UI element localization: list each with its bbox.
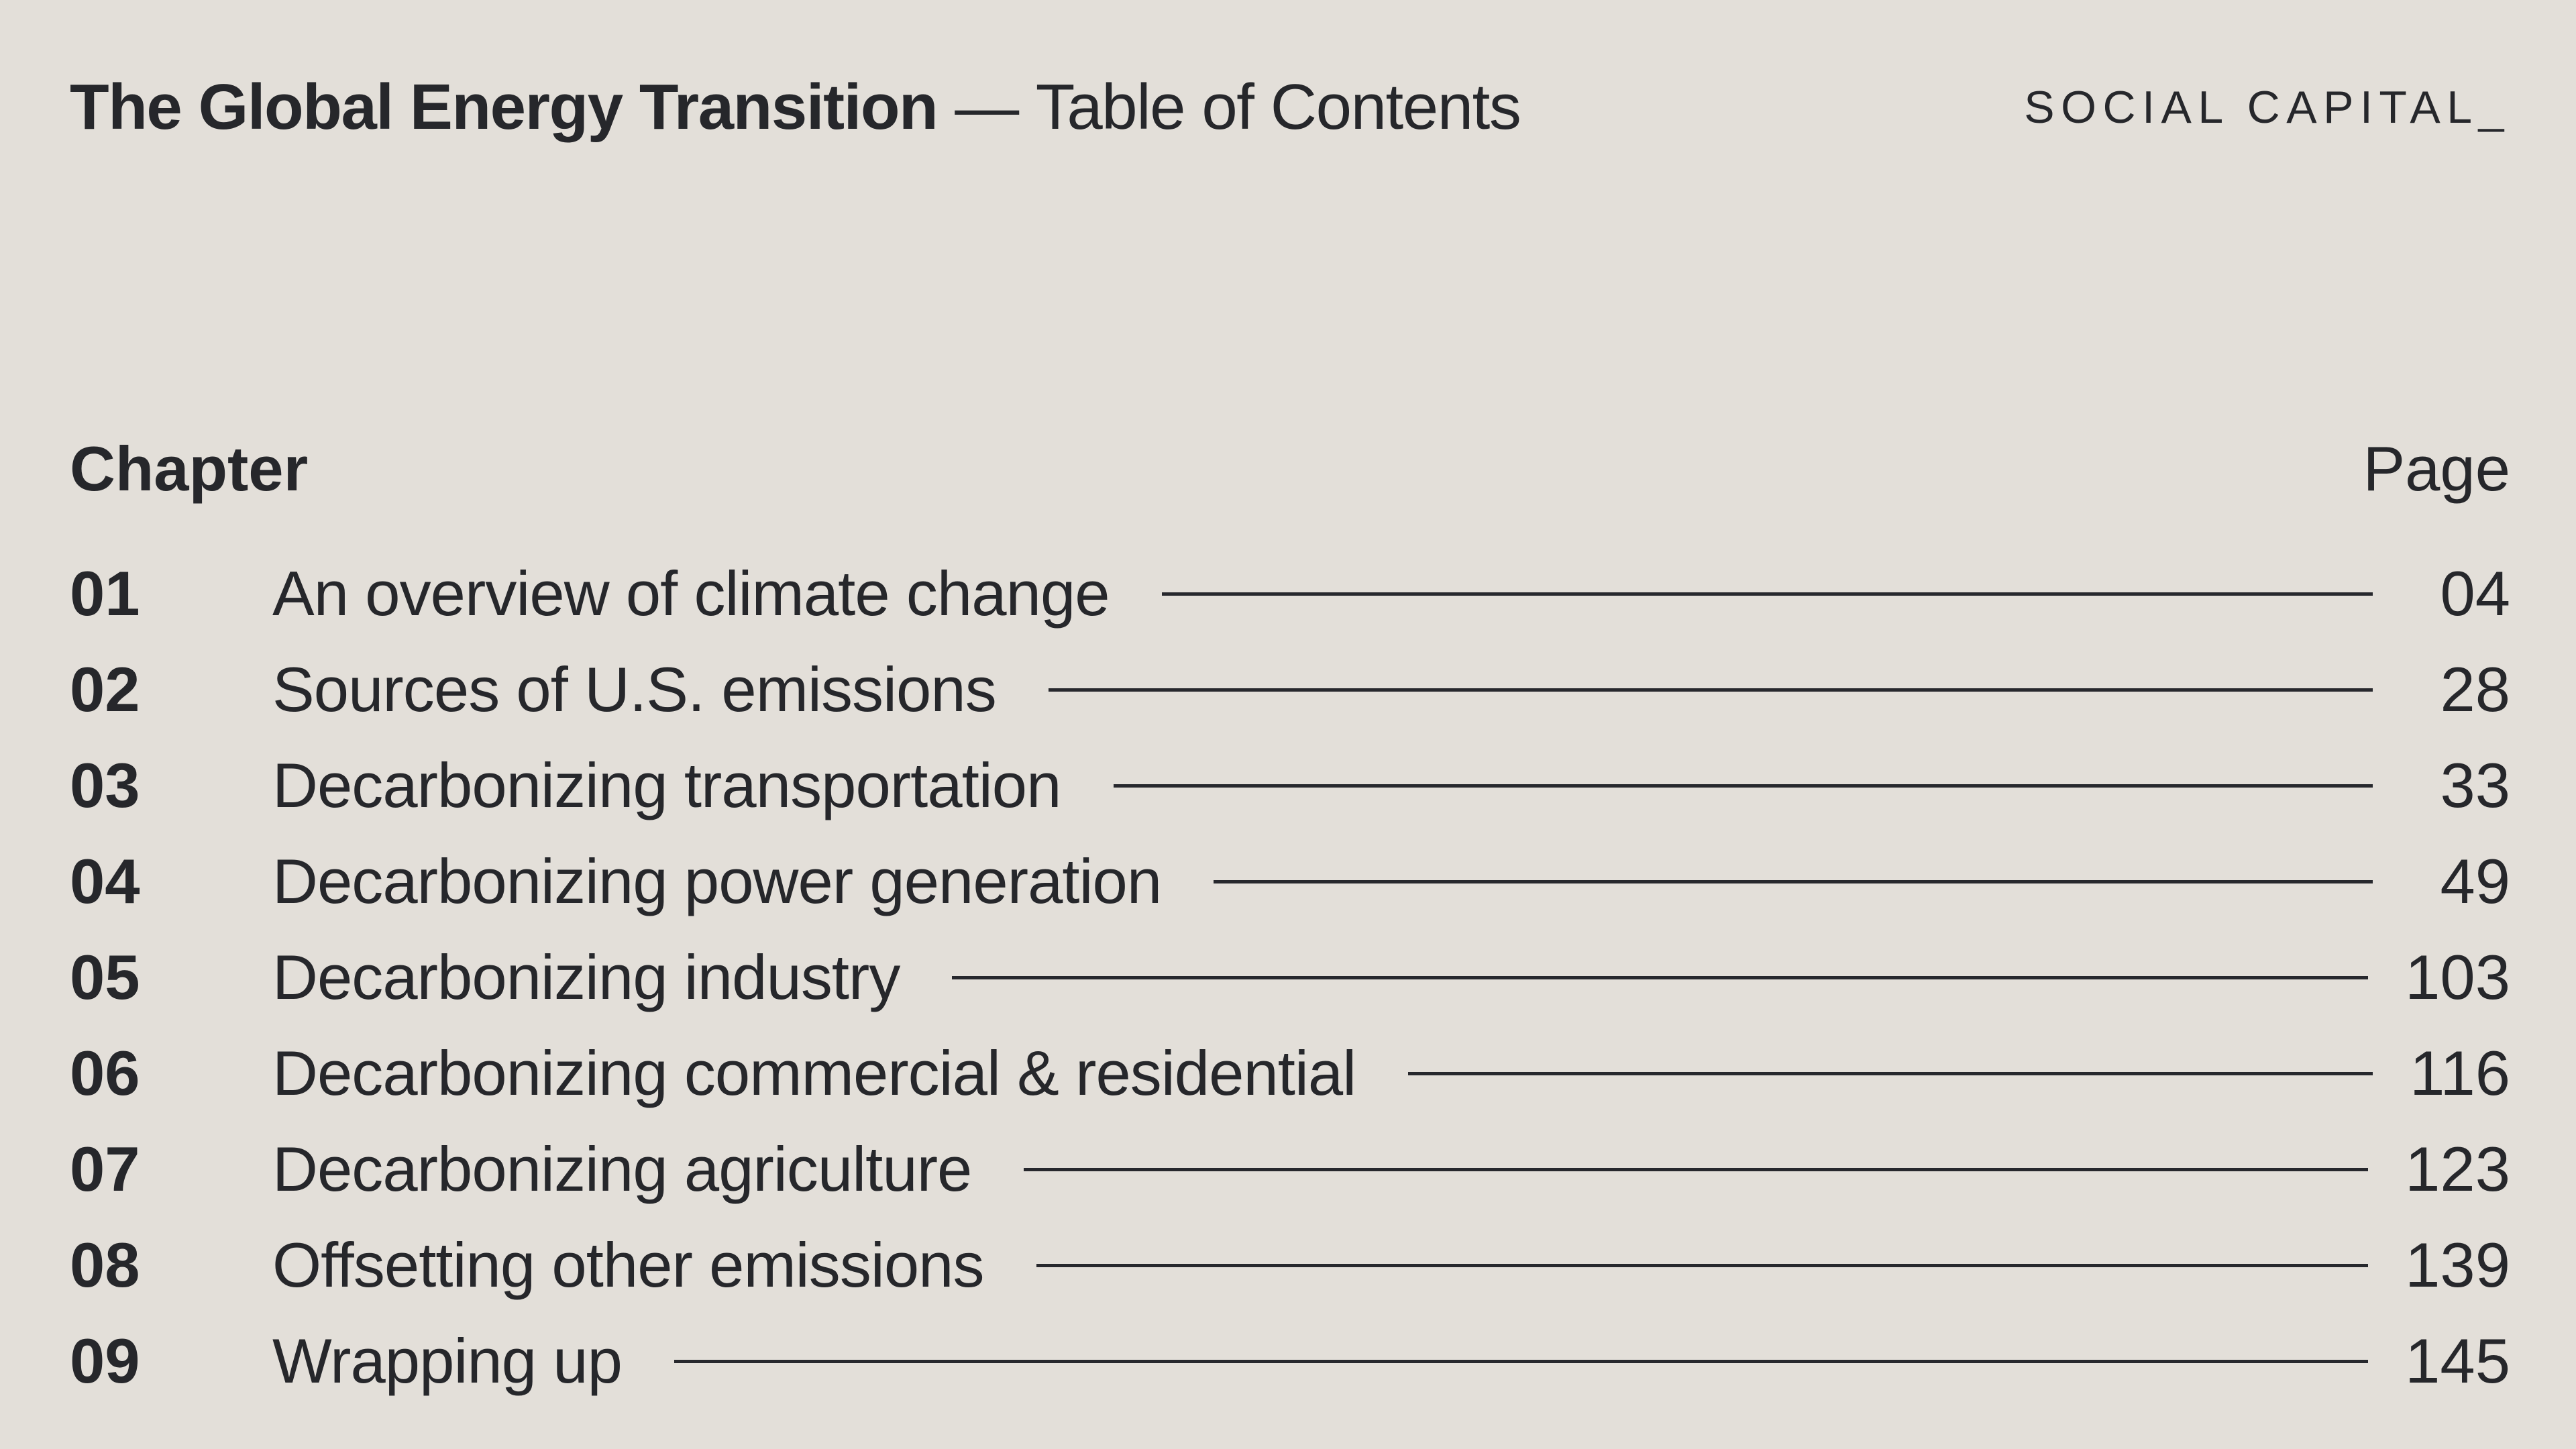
page-title-regular: Table of Contents	[1035, 71, 1521, 143]
toc-rows: 01 An overview of climate change 04 02 S…	[0, 546, 2576, 1409]
chapter-title: Decarbonizing industry	[272, 941, 900, 1012]
leader-line	[1048, 688, 2373, 692]
leader-line	[1113, 784, 2373, 788]
chapter-number: 09	[70, 1325, 140, 1396]
toc-entry[interactable]: 06 Decarbonizing commercial & residentia…	[70, 1026, 2510, 1122]
chapter-number: 02	[70, 653, 140, 724]
chapter-number: 08	[70, 1229, 140, 1300]
page-title-bold: The Global Energy Transition	[70, 71, 938, 143]
chapter-number: 01	[70, 557, 140, 629]
toc-entry[interactable]: 03 Decarbonizing transportation 33	[70, 738, 2510, 834]
page-title: The Global Energy Transition — Table of Co…	[70, 75, 1521, 140]
chapter-number: 05	[70, 941, 140, 1012]
page-number: 04	[2440, 557, 2510, 629]
chapter-title: Decarbonizing agriculture	[272, 1133, 972, 1204]
leader-line	[674, 1359, 2369, 1363]
leader-line	[1408, 1071, 2373, 1075]
chapter-title: Decarbonizing power generation	[272, 845, 1162, 916]
chapter-number: 03	[70, 749, 140, 820]
page-column-header: Page	[2363, 433, 2510, 504]
page-number: 28	[2440, 653, 2510, 724]
chapter-number: 04	[70, 845, 140, 916]
social-capital-logo: SOCIAL CAPITAL_	[2024, 82, 2510, 133]
page-title-separator: —	[955, 71, 1019, 143]
chapter-title: Decarbonizing transportation	[272, 749, 1061, 820]
toc-column-headers: Chapter Page	[0, 431, 2576, 507]
chapter-title: Decarbonizing commercial & residential	[272, 1037, 1356, 1108]
toc-entry[interactable]: 08 Offsetting other emissions 139	[70, 1218, 2510, 1313]
chapter-column-header: Chapter	[70, 433, 309, 504]
page-number: 145	[2405, 1325, 2510, 1396]
chapter-title: Offsetting other emissions	[272, 1229, 985, 1300]
page-number: 103	[2405, 941, 2510, 1012]
toc-entry[interactable]: 07 Decarbonizing agriculture 123	[70, 1122, 2510, 1218]
toc-entry[interactable]: 01 An overview of climate change 04	[70, 546, 2510, 642]
leader-line	[1161, 592, 2373, 596]
page-number: 116	[2410, 1037, 2510, 1108]
toc-entry[interactable]: 04 Decarbonizing power generation 49	[70, 834, 2510, 930]
page-number: 33	[2440, 749, 2510, 820]
toc-entry[interactable]: 09 Wrapping up 145	[70, 1313, 2510, 1409]
toc-entry[interactable]: 02 Sources of U.S. emissions 28	[70, 642, 2510, 738]
leader-line	[1024, 1167, 2369, 1171]
toc-entry[interactable]: 05 Decarbonizing industry 103	[70, 930, 2510, 1026]
chapter-title: An overview of climate change	[272, 557, 1110, 629]
page-number: 123	[2405, 1133, 2510, 1204]
page-header: The Global Energy Transition — Table of Co…	[0, 0, 2576, 140]
page-number: 49	[2440, 845, 2510, 916]
chapter-number: 07	[70, 1133, 140, 1204]
chapter-title: Sources of U.S. emissions	[272, 653, 997, 724]
leader-line	[1036, 1263, 2369, 1267]
chapter-number: 06	[70, 1037, 140, 1108]
page-number: 139	[2405, 1229, 2510, 1300]
leader-line	[952, 975, 2369, 979]
chapter-title: Wrapping up	[272, 1325, 623, 1396]
leader-line	[1214, 879, 2373, 883]
